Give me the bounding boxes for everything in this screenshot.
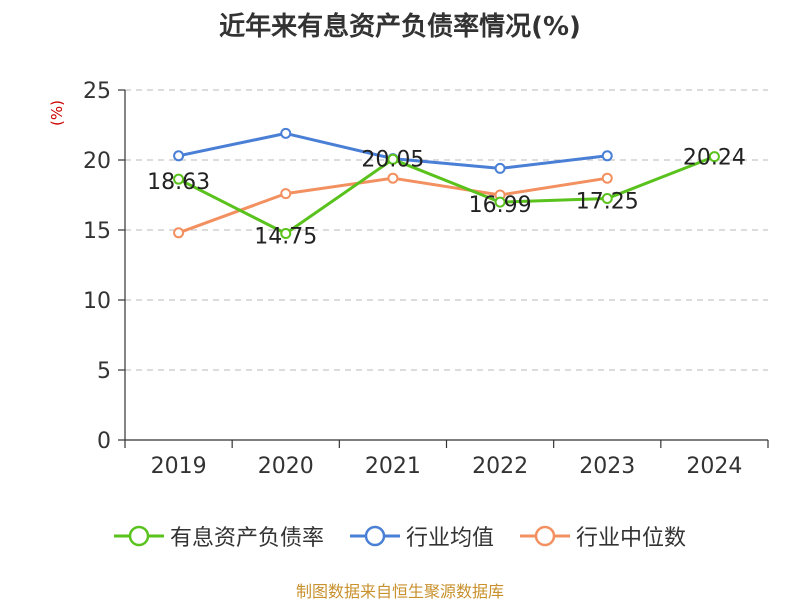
x-tick-label-2022: 2022 — [472, 454, 528, 479]
data-point-interest_debt-2023 — [601, 193, 613, 204]
y-tick-label: 25 — [83, 79, 111, 104]
data-point-interest_debt-2021 — [387, 153, 399, 165]
series-line-industry_median — [178, 176, 608, 235]
y-tick-label: 0 — [97, 429, 111, 454]
data-label-2024: 20.24 — [683, 146, 746, 171]
x-tick-label-2019: 2019 — [151, 454, 207, 479]
y-tick-label: 10 — [83, 289, 111, 314]
x-tick-label-2024: 2024 — [686, 454, 742, 479]
data-label-2020: 14.75 — [254, 225, 317, 250]
data-point-industry_avg-2023 — [601, 150, 613, 162]
legend-label-industry-median: 行业中位数 — [576, 526, 687, 551]
data-point-interest_debt-2024 — [708, 151, 720, 163]
data-point-interest_debt-2020 — [280, 228, 292, 239]
legend-item-industry-avg[interactable]: 行业均值 — [349, 520, 494, 552]
chart-title: 近年来有息资产负债率情况(%) — [219, 12, 581, 42]
chart-legend: 有息资产负债率 行业均值 行业中位数 — [0, 520, 800, 552]
data-point-industry_avg-2019 — [173, 150, 185, 162]
data-point-industry_median-2023 — [601, 172, 613, 184]
data-point-interest_debt-2019 — [173, 173, 185, 185]
series-line-interest_debt — [177, 155, 715, 235]
data-point-industry_avg-2022 — [494, 162, 506, 174]
y-tick-label: 20 — [83, 149, 111, 174]
x-tick-label-2021: 2021 — [365, 454, 421, 479]
data-point-industry_median-2021 — [387, 172, 399, 184]
legend-label-industry-avg: 行业均值 — [405, 526, 494, 551]
line-chart: 0 5 10 15 20 25 2019 2020 2021 2022 2023 2024 18.63 1… — [83, 79, 769, 479]
legend-item-industry-median[interactable]: 行业中位数 — [520, 520, 686, 552]
data-point-industry_median-2020 — [280, 188, 292, 200]
data-label-2023: 17.25 — [576, 190, 639, 215]
x-tick-label-2023: 2023 — [579, 454, 635, 479]
legend-swatch-interest-debt — [113, 525, 164, 547]
data-label-2019: 18.63 — [147, 170, 210, 195]
legend-swatch-industry-median — [520, 525, 570, 547]
data-point-industry_avg-2020 — [280, 127, 292, 139]
y-tick-label: 15 — [83, 219, 111, 244]
data-label-2021: 20.05 — [361, 147, 424, 172]
data-label-2022: 16.99 — [469, 193, 532, 218]
data-source-note: 制图数据来自恒生聚源数据库 — [295, 582, 504, 601]
y-tick-label: 5 — [97, 359, 111, 384]
data-point-interest_debt-2022 — [494, 196, 506, 208]
data-point-industry_median-2019 — [173, 227, 185, 239]
legend-item-interest-debt[interactable]: 有息资产负债率 — [113, 520, 324, 552]
legend-swatch-industry-avg — [349, 525, 400, 547]
legend-label-interest-debt: 有息资产负债率 — [169, 526, 324, 551]
x-tick-label-2020: 2020 — [258, 454, 314, 479]
